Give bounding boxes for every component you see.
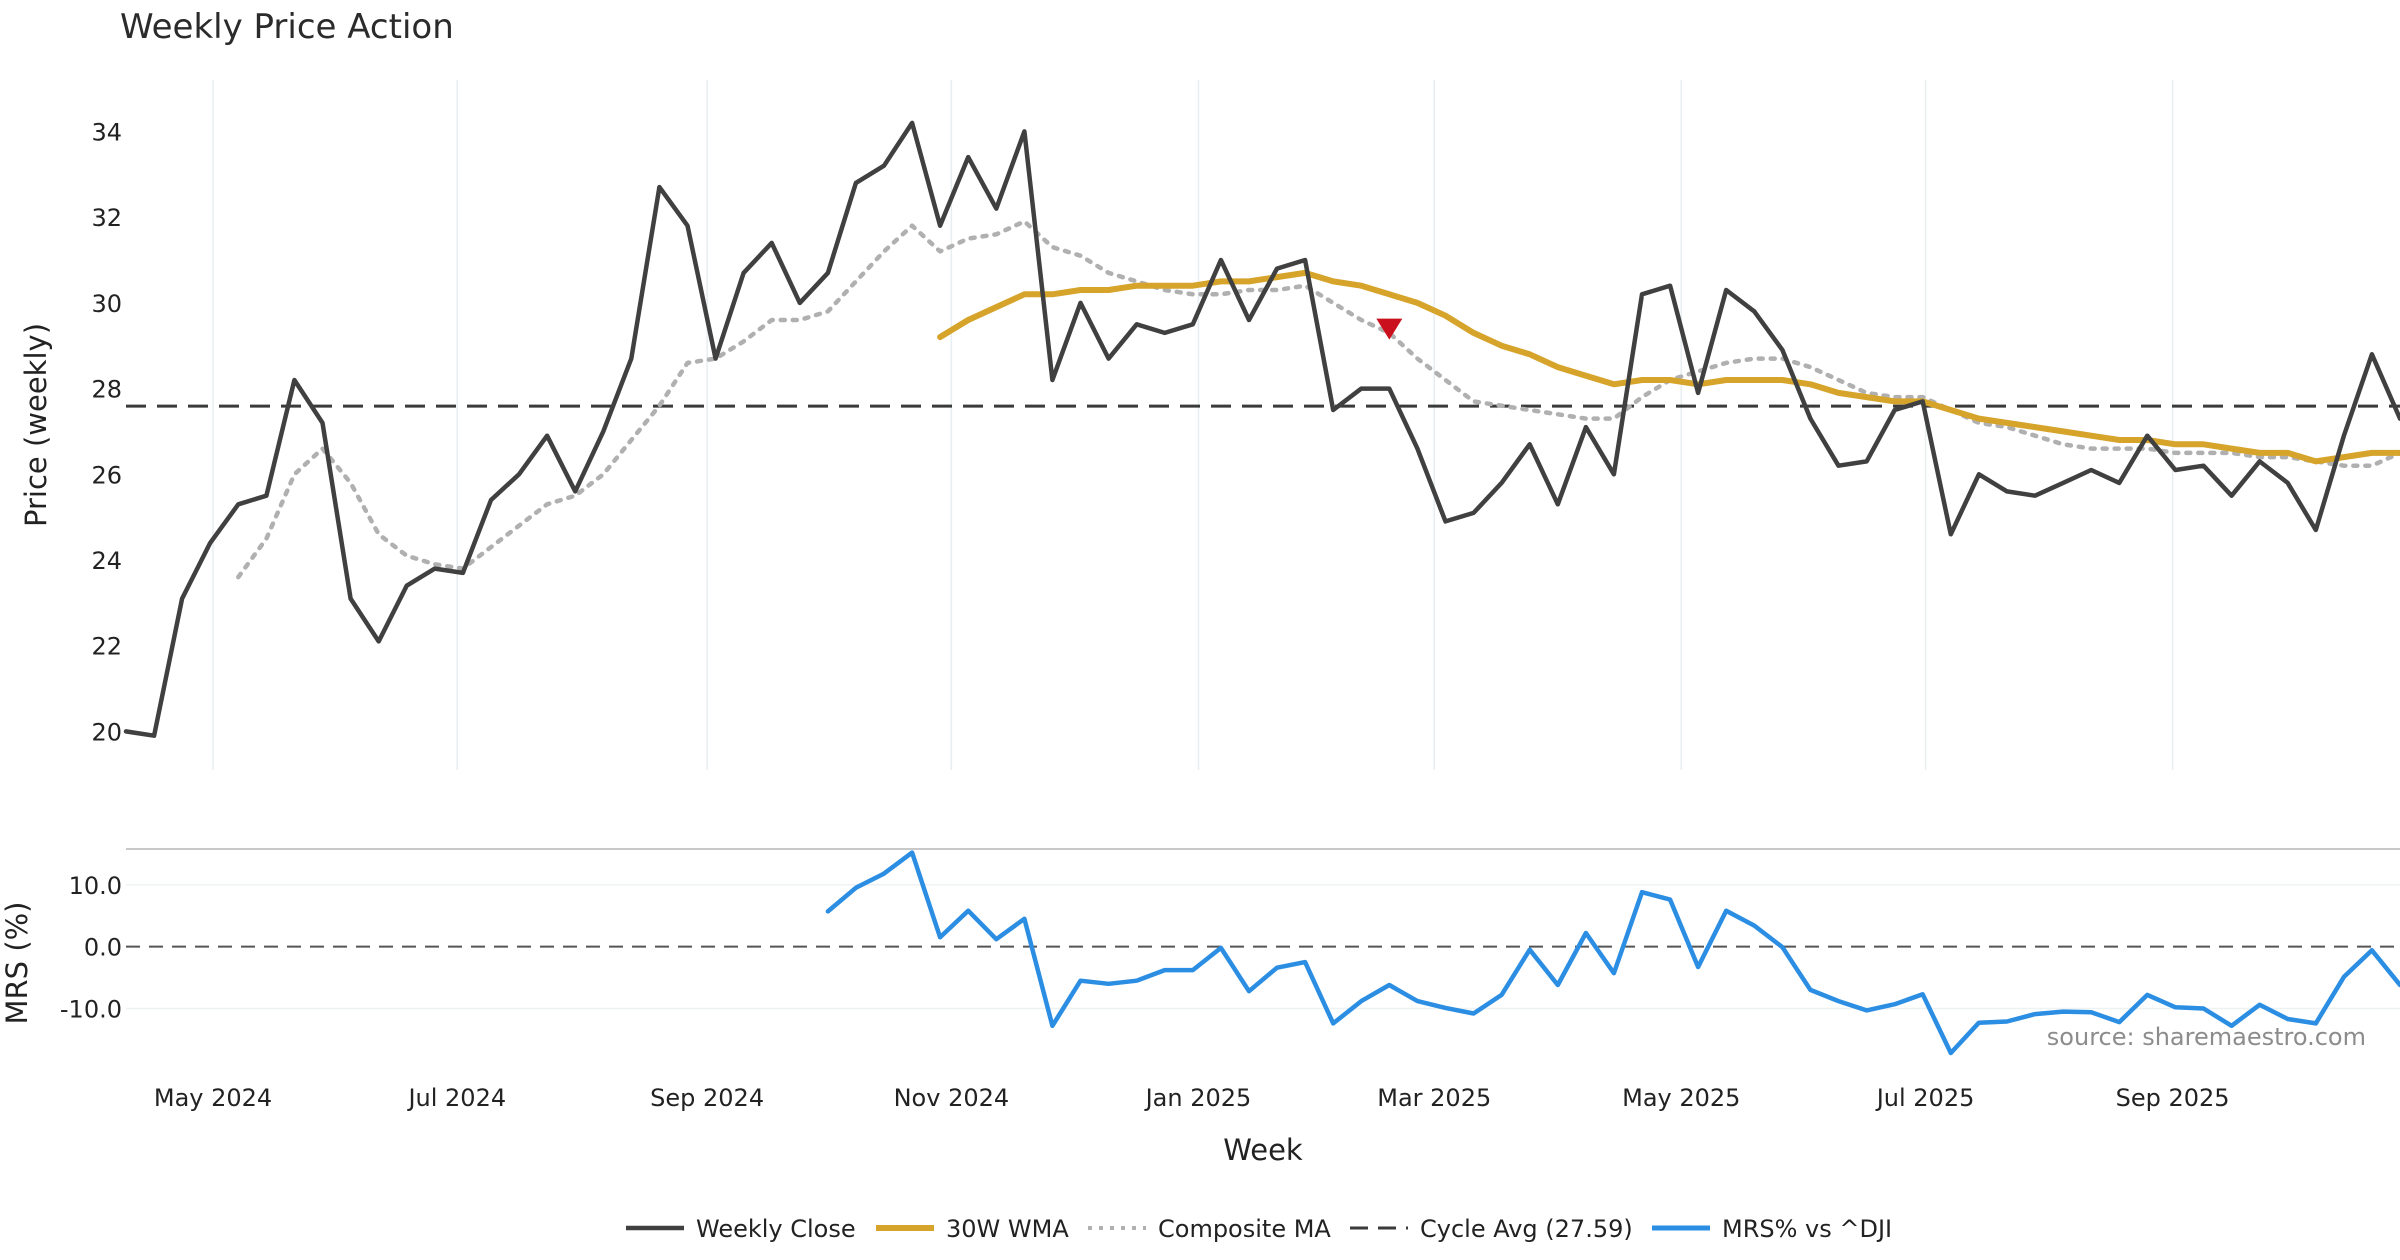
source-note: source: sharemaestro.com	[2047, 1023, 2366, 1051]
sell-signal-marker	[1376, 318, 1403, 340]
price-y-tick-label: 22	[91, 633, 122, 661]
x-axis-label: Week	[1223, 1133, 1303, 1167]
price-y-tick-label: 28	[91, 376, 122, 404]
x-tick-label: Jul 2025	[1875, 1084, 1975, 1112]
price-y-tick-label: 26	[91, 461, 122, 489]
chart-title: Weekly Price Action	[120, 7, 454, 47]
price-y-tick-label: 24	[91, 547, 122, 575]
legend-label: Composite MA	[1158, 1215, 1331, 1243]
composite-ma-line	[236, 219, 2400, 580]
price-y-axis-label: Price (weekly)	[19, 323, 53, 527]
price-series-group	[123, 120, 2400, 738]
mrs-horizontal-gridlines	[126, 884, 2400, 1010]
price-vertical-gridlines	[212, 80, 2174, 770]
legend-label: 30W WMA	[946, 1215, 1069, 1243]
x-tick-label: Mar 2025	[1377, 1084, 1491, 1112]
x-tick-label: Nov 2024	[894, 1084, 1010, 1112]
price-y-tick-label: 20	[91, 718, 122, 746]
x-tick-label: Sep 2025	[2116, 1084, 2230, 1112]
mrs-y-axis-label: MRS (%)	[0, 902, 34, 1025]
30w-wma-line	[937, 269, 2400, 465]
x-tick-label: Jul 2024	[406, 1084, 506, 1112]
x-tick-label: Sep 2024	[650, 1084, 764, 1112]
x-tick-label: May 2025	[1622, 1084, 1740, 1112]
mrs-y-axis: 10.0 0.0 -10.0	[60, 872, 122, 1024]
legend-label: MRS% vs ^DJI	[1722, 1215, 1892, 1243]
legend-label: Cycle Avg (27.59)	[1420, 1215, 1633, 1243]
weekly-close-line	[123, 120, 2400, 738]
mrs-y-tick-label: 10.0	[69, 872, 122, 900]
mrs-line	[825, 850, 2400, 1056]
mrs-y-tick-label: 0.0	[84, 934, 122, 962]
price-markers	[1376, 318, 1403, 340]
x-tick-label: May 2024	[154, 1084, 272, 1112]
x-tick-label: Jan 2025	[1144, 1084, 1252, 1112]
x-axis: May 2024 Jul 2024 Sep 2024 Nov 2024 Jan 2025…	[154, 1084, 2230, 1112]
price-y-axis: 20 22 24 26 28 30 32 34	[91, 118, 122, 746]
price-y-tick-label: 34	[91, 118, 122, 146]
price-y-tick-label: 30	[91, 290, 122, 318]
legend-label: Weekly Close	[696, 1215, 856, 1243]
price-y-tick-label: 32	[91, 204, 122, 232]
mrs-y-tick-label: -10.0	[60, 996, 122, 1024]
mrs-series-group	[825, 850, 2400, 1056]
chart-legend: Weekly Close 30W WMA Composite MA Cycle Avg…	[626, 1215, 1892, 1243]
